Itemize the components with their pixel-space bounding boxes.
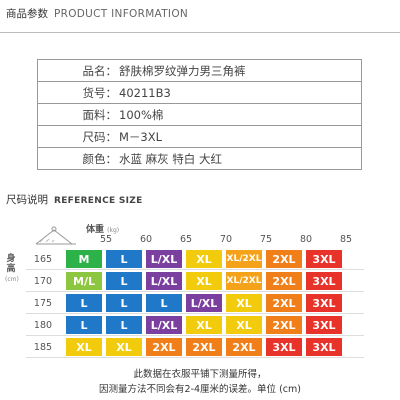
size-cell: XL bbox=[186, 272, 222, 290]
row-divider bbox=[26, 291, 364, 292]
param-row-sku: 货号： 40211B3 bbox=[38, 82, 361, 104]
row-divider bbox=[26, 313, 364, 314]
size-cell: L bbox=[106, 316, 142, 334]
divider bbox=[0, 32, 400, 33]
param-row-name: 品名： 舒肤棉罗纹弹力男三角裤 bbox=[38, 60, 361, 82]
param-key: 品名： bbox=[82, 63, 118, 78]
param-value: 40211B3 bbox=[119, 85, 171, 100]
weight-col: 75 bbox=[259, 234, 273, 245]
size-cell: XL bbox=[66, 338, 102, 356]
param-key: 货号： bbox=[82, 85, 118, 100]
param-key: 尺码： bbox=[82, 129, 118, 144]
size-cell: 2XL bbox=[266, 250, 302, 268]
weight-col: 70 bbox=[219, 234, 233, 245]
size-cell: 3XL bbox=[306, 250, 342, 268]
reference-size-header: 尺码说明 REFERENCE SIZE bbox=[6, 192, 143, 207]
size-cell: 2XL bbox=[266, 316, 302, 334]
weight-unit: (kg) bbox=[107, 227, 120, 234]
reference-size-title-en: REFERENCE SIZE bbox=[54, 196, 143, 206]
param-value: 100%棉 bbox=[119, 107, 164, 122]
size-cell: L bbox=[66, 294, 102, 312]
param-key: 面料： bbox=[82, 107, 118, 122]
size-cell: L/XL bbox=[186, 294, 222, 312]
param-row-size: 尺码： M－3XL bbox=[38, 126, 361, 148]
height-label-text: 身高 bbox=[6, 254, 16, 274]
note-line-2: 因测量方法不同会有2-4厘米的误差。单位 (cm) bbox=[99, 384, 301, 395]
size-cell: XL/2XL bbox=[226, 250, 262, 268]
size-cell: M bbox=[66, 250, 102, 268]
height-row-label: 170 bbox=[33, 275, 53, 287]
param-row-fabric: 面料： 100%棉 bbox=[38, 104, 361, 126]
row-divider bbox=[26, 335, 364, 336]
measure-hanger-icon bbox=[35, 226, 76, 245]
param-key: 颜色： bbox=[82, 151, 118, 166]
height-row-label: 180 bbox=[33, 319, 53, 331]
height-axis-label: 身高 (cm) bbox=[5, 254, 19, 285]
size-cell: L/XL bbox=[146, 316, 182, 334]
product-info-title-en: PRODUCT INFORMATION bbox=[54, 8, 189, 20]
size-cell: 3XL bbox=[266, 338, 302, 356]
size-cell: L bbox=[146, 294, 182, 312]
reference-size-title-zh: 尺码说明 bbox=[6, 194, 48, 206]
size-cell: 2XL bbox=[266, 294, 302, 312]
size-cell: XL bbox=[186, 316, 222, 334]
row-divider bbox=[26, 269, 364, 270]
height-row-label: 185 bbox=[33, 341, 53, 353]
height-unit: (cm) bbox=[5, 276, 19, 283]
product-info-title-zh: 商品参数 bbox=[6, 8, 48, 20]
size-cell: 2XL bbox=[146, 338, 182, 356]
size-cell: L bbox=[106, 294, 142, 312]
size-cell: L/XL bbox=[146, 272, 182, 290]
size-cell: 2XL bbox=[186, 338, 222, 356]
row-divider bbox=[26, 357, 364, 358]
height-row-label: 165 bbox=[33, 253, 53, 265]
size-cell: XL bbox=[186, 250, 222, 268]
weight-axis-label: 体重 (kg) bbox=[86, 222, 119, 235]
size-cell: XL bbox=[226, 316, 262, 334]
size-cell: 3XL bbox=[306, 294, 342, 312]
size-cell: XL bbox=[106, 338, 142, 356]
weight-col: 55 bbox=[99, 234, 113, 245]
weight-label-text: 体重 bbox=[86, 225, 105, 235]
size-cell: 3XL bbox=[306, 316, 342, 334]
note-line-1: 此数据在衣服平铺下测量所得， bbox=[133, 369, 267, 380]
weight-col: 85 bbox=[339, 234, 353, 245]
size-cell: XL/2XL bbox=[226, 272, 262, 290]
size-cell: L/XL bbox=[146, 250, 182, 268]
param-row-color: 颜色： 水蓝 麻灰 特白 大红 bbox=[38, 148, 361, 169]
product-info-header: 商品参数 PRODUCT INFORMATION bbox=[6, 6, 188, 21]
size-cell: XL bbox=[226, 294, 262, 312]
size-cell: 2XL bbox=[266, 272, 302, 290]
size-cell: L bbox=[106, 272, 142, 290]
height-row-label: 175 bbox=[33, 297, 53, 309]
weight-columns: 55 60 65 70 75 80 85 bbox=[86, 234, 366, 248]
size-cell: 3XL bbox=[306, 338, 342, 356]
weight-col: 65 bbox=[179, 234, 193, 245]
param-value: 舒肤棉罗纹弹力男三角裤 bbox=[119, 63, 246, 78]
weight-col: 80 bbox=[299, 234, 313, 245]
product-params-table: 品名： 舒肤棉罗纹弹力男三角裤 货号： 40211B3 面料： 100%棉 尺码… bbox=[37, 59, 362, 170]
size-cell: 2XL bbox=[226, 338, 262, 356]
size-cell: M/L bbox=[66, 272, 102, 290]
param-value: 水蓝 麻灰 特白 大红 bbox=[119, 151, 222, 166]
param-value: M－3XL bbox=[119, 129, 163, 144]
size-cell: 3XL bbox=[306, 272, 342, 290]
weight-col: 60 bbox=[139, 234, 153, 245]
size-cell: L bbox=[106, 250, 142, 268]
size-cell: L bbox=[66, 316, 102, 334]
